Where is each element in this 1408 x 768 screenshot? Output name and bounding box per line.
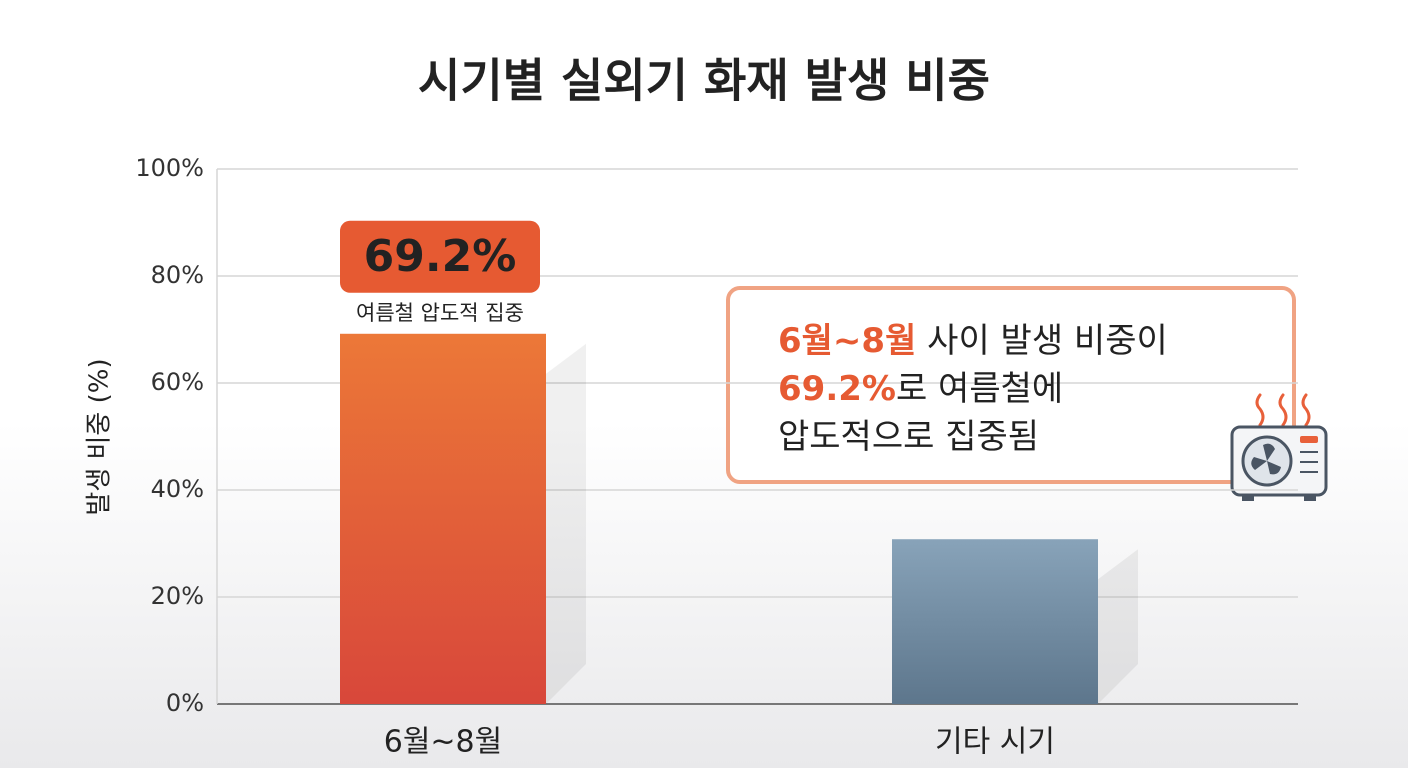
callout-line: 압도적으로 집중됨 xyxy=(778,417,1039,457)
y-tick-label: 40% xyxy=(151,475,204,503)
bar-shadow xyxy=(546,343,586,704)
y-tick-label: 0% xyxy=(166,689,204,717)
callout-text-part: 69.2% xyxy=(778,369,896,409)
callout-text-part: 6월~8월 xyxy=(778,321,916,361)
bar-note: 여름철 압도적 집중 xyxy=(356,301,524,325)
bar-shadow xyxy=(1098,549,1138,704)
callout-text-part: 사이 발생 비중이 xyxy=(916,321,1167,361)
value-label-box xyxy=(340,220,540,293)
bar xyxy=(892,539,1098,704)
y-tick-label: 80% xyxy=(151,261,204,289)
ac-icon xyxy=(1230,393,1328,501)
y-tick-label: 20% xyxy=(151,582,204,610)
callout-text-part: 압도적으로 집중됨 xyxy=(778,417,1039,457)
callout-line: 69.2%로 여름철에 xyxy=(778,369,1063,409)
callout-text-part: 로 여름철에 xyxy=(896,369,1063,409)
callout-box xyxy=(726,286,1296,484)
bar xyxy=(340,333,546,704)
value-label: 69.2% xyxy=(364,231,517,282)
x-tick-label: 6월~8월 xyxy=(384,725,503,760)
callout-line: 6월~8월 사이 발생 비중이 xyxy=(778,321,1168,361)
chart-title: 시기별 실외기 화재 발생 비중 xyxy=(418,54,990,108)
x-tick-label: 기타 시기 xyxy=(935,725,1055,760)
y-tick-label: 60% xyxy=(151,368,204,396)
y-tick-label: 100% xyxy=(135,154,204,182)
y-axis-title: 발생 비중 (%) xyxy=(85,358,115,515)
